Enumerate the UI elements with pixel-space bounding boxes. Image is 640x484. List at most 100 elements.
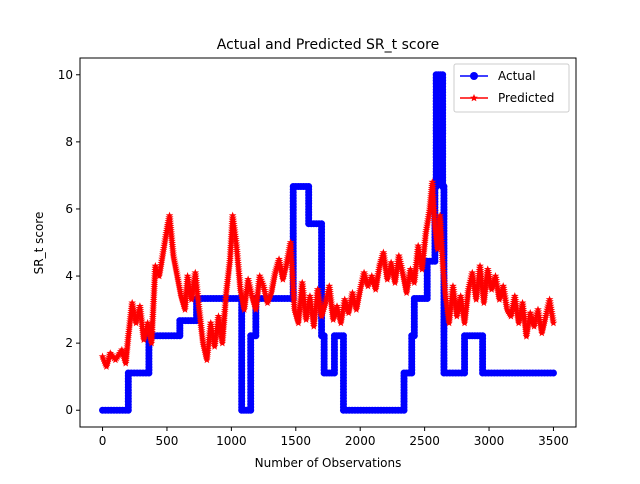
predicted-point bbox=[219, 332, 227, 340]
predicted-point bbox=[220, 310, 229, 318]
predicted-point bbox=[148, 330, 156, 338]
predicted-point bbox=[152, 263, 160, 272]
predicted-point bbox=[220, 315, 229, 323]
predicted-markers bbox=[98, 178, 558, 370]
y-tick-label: 8 bbox=[65, 135, 73, 149]
predicted-point bbox=[148, 313, 157, 321]
x-axis-title: Number of Observations bbox=[255, 456, 402, 470]
x-tick-label: 3000 bbox=[474, 434, 505, 448]
predicted-point bbox=[222, 291, 230, 299]
predicted-point bbox=[148, 324, 157, 332]
y-tick-label: 4 bbox=[65, 269, 73, 283]
predicted-point bbox=[221, 304, 229, 312]
y-tick-label: 2 bbox=[65, 336, 73, 350]
predicted-point bbox=[219, 328, 227, 336]
y-tick-label: 10 bbox=[58, 68, 73, 82]
predicted-point bbox=[149, 296, 158, 304]
predicted-point bbox=[149, 302, 158, 310]
predicted-point bbox=[220, 319, 228, 327]
predicted-point bbox=[150, 287, 158, 295]
x-tick-label: 2000 bbox=[345, 434, 376, 448]
legend-actual-marker bbox=[470, 72, 478, 80]
x-tick-label: 500 bbox=[156, 434, 179, 448]
predicted-point bbox=[148, 328, 156, 336]
predicted-point bbox=[226, 248, 235, 256]
predicted-point bbox=[107, 350, 116, 359]
predicted-point bbox=[221, 297, 230, 305]
predicted-point bbox=[218, 334, 227, 342]
x-tick-label: 2500 bbox=[409, 434, 440, 448]
predicted-point bbox=[150, 281, 159, 289]
predicted-point bbox=[148, 332, 156, 340]
predicted-point bbox=[149, 298, 158, 306]
predicted-point bbox=[219, 330, 227, 338]
predicted-point bbox=[150, 283, 159, 291]
series-actual bbox=[99, 71, 557, 414]
y-axis-title: SR_t score bbox=[32, 212, 46, 275]
predicted-point bbox=[505, 308, 513, 317]
y-axis: 0 2 4 6 8 10 bbox=[58, 68, 80, 417]
predicted-point bbox=[219, 326, 228, 334]
predicted-point bbox=[149, 309, 157, 317]
predicted-point bbox=[99, 354, 108, 362]
x-tick-label: 3500 bbox=[538, 434, 569, 448]
predicted-point bbox=[149, 306, 157, 315]
predicted-point bbox=[147, 334, 156, 343]
predicted-point bbox=[226, 250, 235, 259]
predicted-point bbox=[221, 306, 229, 314]
predicted-point bbox=[227, 233, 236, 241]
predicted-point bbox=[98, 352, 107, 360]
plot-area bbox=[98, 71, 558, 414]
predicted-point bbox=[148, 319, 157, 328]
predicted-point bbox=[257, 276, 266, 284]
predicted-point bbox=[226, 255, 234, 263]
predicted-point bbox=[150, 276, 159, 285]
predicted-point bbox=[100, 356, 108, 364]
predicted-point bbox=[227, 240, 235, 248]
predicted-point bbox=[148, 315, 157, 323]
predicted-point bbox=[153, 266, 161, 274]
chart-title: Actual and Predicted SR_t score bbox=[217, 37, 439, 53]
predicted-point bbox=[150, 279, 159, 287]
legend-predicted-label: Predicted bbox=[498, 91, 554, 105]
predicted-point bbox=[219, 323, 228, 332]
predicted-point bbox=[150, 291, 158, 300]
predicted-point bbox=[227, 229, 236, 237]
predicted-point bbox=[149, 294, 158, 302]
predicted-point bbox=[227, 237, 235, 246]
predicted-point bbox=[221, 295, 230, 303]
predicted-point bbox=[226, 253, 235, 261]
y-tick-label: 6 bbox=[65, 202, 73, 216]
predicted-point bbox=[220, 317, 228, 325]
predicted-point bbox=[151, 270, 159, 278]
predicted-point bbox=[151, 272, 159, 280]
predicted-point bbox=[106, 349, 115, 357]
predicted-point bbox=[227, 231, 236, 239]
x-tick-label: 0 bbox=[99, 434, 107, 448]
predicted-point bbox=[258, 278, 266, 286]
predicted-point bbox=[227, 235, 236, 243]
legend-predicted-marker bbox=[470, 94, 478, 102]
y-tick-label: 0 bbox=[65, 403, 73, 417]
x-tick-label: 1500 bbox=[281, 434, 312, 448]
predicted-point bbox=[255, 272, 264, 280]
predicted-point bbox=[549, 319, 558, 327]
predicted-point bbox=[504, 307, 512, 315]
predicted-point bbox=[227, 242, 235, 250]
predicted-point bbox=[149, 304, 158, 313]
predicted-point bbox=[149, 311, 157, 319]
predicted-point bbox=[150, 285, 158, 293]
predicted-point bbox=[221, 299, 230, 307]
predicted-point bbox=[151, 261, 160, 270]
predicted-point bbox=[256, 274, 265, 282]
predicted-point bbox=[226, 246, 235, 254]
x-tick-label: 1000 bbox=[216, 434, 247, 448]
predicted-point bbox=[147, 339, 156, 347]
predicted-point bbox=[221, 301, 230, 310]
predicted-point bbox=[226, 244, 235, 252]
predicted-point bbox=[147, 336, 156, 345]
predicted-point bbox=[149, 300, 158, 308]
predicted-point bbox=[150, 274, 159, 283]
predicted-point bbox=[148, 321, 157, 330]
